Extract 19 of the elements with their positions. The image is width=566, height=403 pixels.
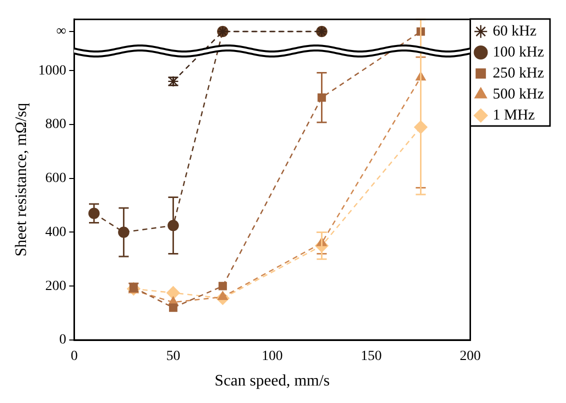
x-tick-label: 50 — [166, 349, 180, 364]
legend-label: 1 MHz — [492, 107, 536, 124]
y-tick-label: 200 — [45, 278, 66, 294]
x-axis-title: Scan speed, mm/s — [214, 372, 330, 390]
x-tick-label: 100 — [262, 349, 283, 364]
y-tick-label: 600 — [45, 171, 66, 186]
y-tick-label: 1000 — [38, 63, 66, 78]
y-tick-label: 0 — [59, 332, 66, 348]
x-tick-label: 200 — [460, 349, 481, 364]
y-tick-label: ∞ — [56, 24, 66, 40]
y-tick-label: 400 — [45, 224, 66, 240]
legend-label: 60 kHz — [492, 23, 537, 40]
x-tick-label: 0 — [70, 349, 78, 364]
legend-label: 250 kHz — [492, 65, 544, 82]
y-tick-label: 800 — [45, 117, 66, 132]
y-axis-title: Sheet resistance, mΩ/sq — [12, 102, 30, 257]
legend-label: 100 kHz — [492, 44, 544, 60]
x-tick-label: 150 — [360, 349, 382, 364]
legend-label: 500 kHz — [492, 86, 544, 102]
